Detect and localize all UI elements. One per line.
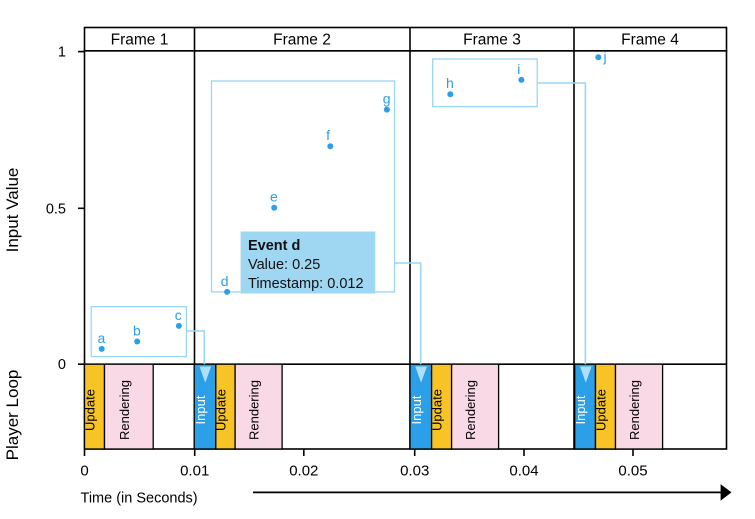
- svg-text:Time (in Seconds): Time (in Seconds): [81, 491, 198, 507]
- svg-text:0.02: 0.02: [289, 463, 318, 480]
- svg-text:Rendering: Rendering: [117, 380, 132, 440]
- svg-text:Update: Update: [430, 389, 445, 431]
- svg-text:Rendering: Rendering: [463, 380, 478, 440]
- svg-text:0.5: 0.5: [46, 201, 66, 217]
- svg-text:Input: Input: [573, 395, 588, 424]
- svg-text:Rendering: Rendering: [247, 380, 262, 440]
- svg-text:e: e: [270, 189, 278, 205]
- svg-text:g: g: [383, 91, 391, 107]
- svg-text:b: b: [133, 323, 141, 339]
- svg-text:d: d: [221, 273, 229, 289]
- svg-text:Input: Input: [409, 395, 424, 424]
- svg-text:Frame 1: Frame 1: [111, 32, 169, 49]
- svg-text:Input: Input: [193, 395, 208, 424]
- svg-text:0.01: 0.01: [180, 463, 209, 480]
- svg-text:0: 0: [58, 357, 66, 373]
- svg-text:Input Value: Input Value: [3, 168, 22, 253]
- svg-text:Update: Update: [213, 389, 228, 431]
- svg-text:h: h: [446, 75, 454, 91]
- svg-text:Update: Update: [594, 389, 609, 431]
- svg-text:Frame 2: Frame 2: [273, 32, 331, 49]
- svg-text:c: c: [175, 307, 182, 323]
- svg-text:1: 1: [58, 45, 66, 61]
- svg-text:0: 0: [80, 463, 88, 480]
- svg-text:Timestamp: 0.012: Timestamp: 0.012: [248, 276, 364, 292]
- svg-text:Event d: Event d: [248, 238, 300, 254]
- svg-text:Rendering: Rendering: [627, 380, 642, 440]
- svg-text:j: j: [603, 49, 607, 65]
- svg-text:i: i: [517, 61, 520, 77]
- svg-text:Player Loop: Player Loop: [3, 370, 22, 461]
- svg-text:f: f: [326, 127, 330, 143]
- svg-text:0.05: 0.05: [618, 463, 647, 480]
- svg-text:Update: Update: [83, 389, 98, 431]
- svg-text:a: a: [98, 330, 106, 346]
- svg-text:Frame 4: Frame 4: [621, 32, 679, 49]
- svg-text:Value: 0.25: Value: 0.25: [248, 257, 320, 273]
- svg-text:0.03: 0.03: [400, 463, 429, 480]
- svg-text:0.04: 0.04: [509, 463, 538, 480]
- svg-text:Frame 3: Frame 3: [463, 32, 521, 49]
